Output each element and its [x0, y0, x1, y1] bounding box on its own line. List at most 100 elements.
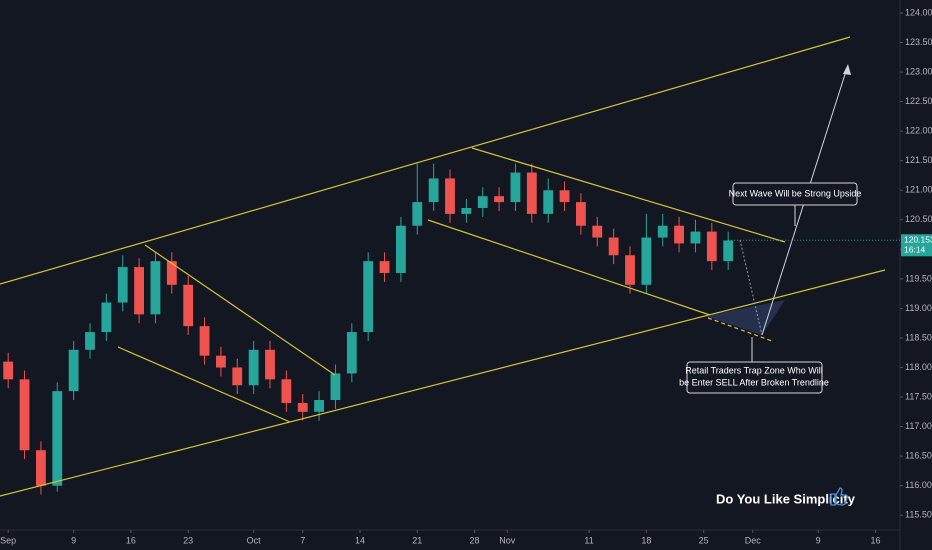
candle-body: [543, 190, 554, 214]
flag-top: [144, 244, 336, 376]
candle-body: [85, 332, 95, 350]
x-tick-label: 28: [470, 535, 480, 545]
candle-body: [428, 178, 439, 203]
y-tick-label: 118.500: [905, 332, 932, 342]
x-tick-label: 18: [641, 535, 651, 545]
candle-body: [494, 196, 504, 203]
x-tick-label: 11: [584, 535, 593, 545]
candle-body: [183, 284, 194, 327]
x-tick-label: 25: [699, 535, 709, 545]
x-tick-label: 16: [126, 535, 136, 545]
trendlines: [0, 36, 886, 497]
candle-body: [134, 267, 144, 315]
note: Next Wave Will be Strong Upside: [729, 188, 862, 198]
candle-body: [52, 391, 63, 486]
y-tick-label: 123.000: [905, 66, 932, 76]
candle-body: [592, 225, 603, 238]
x-tick-label: 7: [300, 535, 305, 545]
y-tick-label: 117.500: [905, 391, 932, 401]
y-tick-label: 115.500: [905, 510, 932, 520]
y-tick-label: 121.000: [905, 185, 932, 195]
note: Retail Traders Trap Zone Who Will: [685, 365, 823, 375]
y-tick-label: 123.500: [905, 37, 932, 47]
candle-body: [641, 237, 652, 285]
candle-body: [723, 240, 734, 262]
candle-body: [232, 367, 243, 386]
thumbs-up-icon: [830, 487, 848, 506]
flag-bottom: [427, 219, 711, 316]
y-tick-label: 117.000: [905, 421, 932, 431]
flag-top: [471, 147, 786, 243]
candle-body: [150, 261, 161, 315]
candle-body: [657, 225, 668, 238]
candle-body: [199, 326, 210, 356]
candle-body: [363, 261, 374, 333]
candle-body: [608, 237, 619, 256]
candle-body: [117, 267, 128, 303]
candle-body: [690, 231, 701, 244]
x-tick-label: Nov: [499, 535, 516, 545]
countdown-label: 16:14: [904, 245, 926, 255]
candle-body: [3, 361, 14, 380]
x-tick-label: Sep: [0, 535, 16, 545]
candle-body: [265, 349, 275, 380]
candle-body: [68, 349, 79, 392]
candle-body: [576, 202, 586, 226]
candle-body: [412, 202, 423, 226]
candle-body: [216, 355, 226, 368]
candles: [3, 163, 734, 495]
callout: [686, 361, 823, 394]
y-tick-label: 122.500: [905, 96, 932, 106]
candle-body: [461, 207, 472, 214]
flag-bottom: [117, 346, 291, 423]
candle-body: [248, 349, 259, 386]
candle-body: [101, 302, 112, 333]
channel-top: [0, 36, 851, 285]
x-tick-label: 14: [355, 535, 365, 545]
candle-body: [625, 255, 635, 285]
y-tick-label: 116.500: [905, 451, 932, 461]
candle-body: [36, 450, 46, 486]
candle-body: [510, 172, 521, 203]
x-tick-label: Dec: [745, 535, 762, 545]
candle-body: [674, 225, 684, 244]
candle-body: [445, 178, 455, 214]
candle-body: [19, 379, 30, 451]
candle-body: [166, 261, 177, 285]
candle-body: [330, 373, 341, 401]
y-tick-label: 119.500: [905, 273, 932, 283]
y-tick-label: 121.500: [905, 155, 932, 165]
candle-body: [346, 332, 357, 374]
x-tick-label: 9: [816, 535, 821, 545]
y-tick-label: 118.000: [905, 362, 932, 372]
x-tick-label: 21: [412, 535, 422, 545]
x-tick-label: 9: [71, 535, 76, 545]
x-tick-label: 23: [183, 535, 193, 545]
candle-body: [314, 400, 324, 412]
candle-body: [706, 231, 717, 262]
x-tick-label: 16: [870, 535, 880, 545]
y-tick-label: 119.000: [905, 303, 932, 313]
question: Do You Like Simplicity: [716, 491, 856, 506]
channel-bottom: [0, 269, 886, 497]
y-tick-label: 122.000: [905, 126, 932, 136]
x-tick-label: Oct: [247, 535, 262, 545]
candle-body: [526, 172, 537, 214]
last-price-tag: [901, 234, 932, 257]
arrow-head: [843, 64, 851, 75]
candle-body: [477, 196, 488, 208]
last-price-label: 120.153: [904, 235, 932, 245]
projection: [739, 239, 763, 336]
candle-body: [396, 225, 406, 273]
y-tick-label: 120.500: [905, 214, 932, 224]
candle-body: [559, 190, 570, 203]
candle-body: [281, 379, 292, 403]
callout: [732, 182, 858, 206]
broken-line: [707, 317, 773, 342]
candle-body: [297, 402, 308, 412]
note: be Enter SELL After Broken Trendline: [679, 377, 829, 387]
candle-body: [379, 261, 390, 273]
y-tick-label: 116.000: [905, 480, 932, 490]
